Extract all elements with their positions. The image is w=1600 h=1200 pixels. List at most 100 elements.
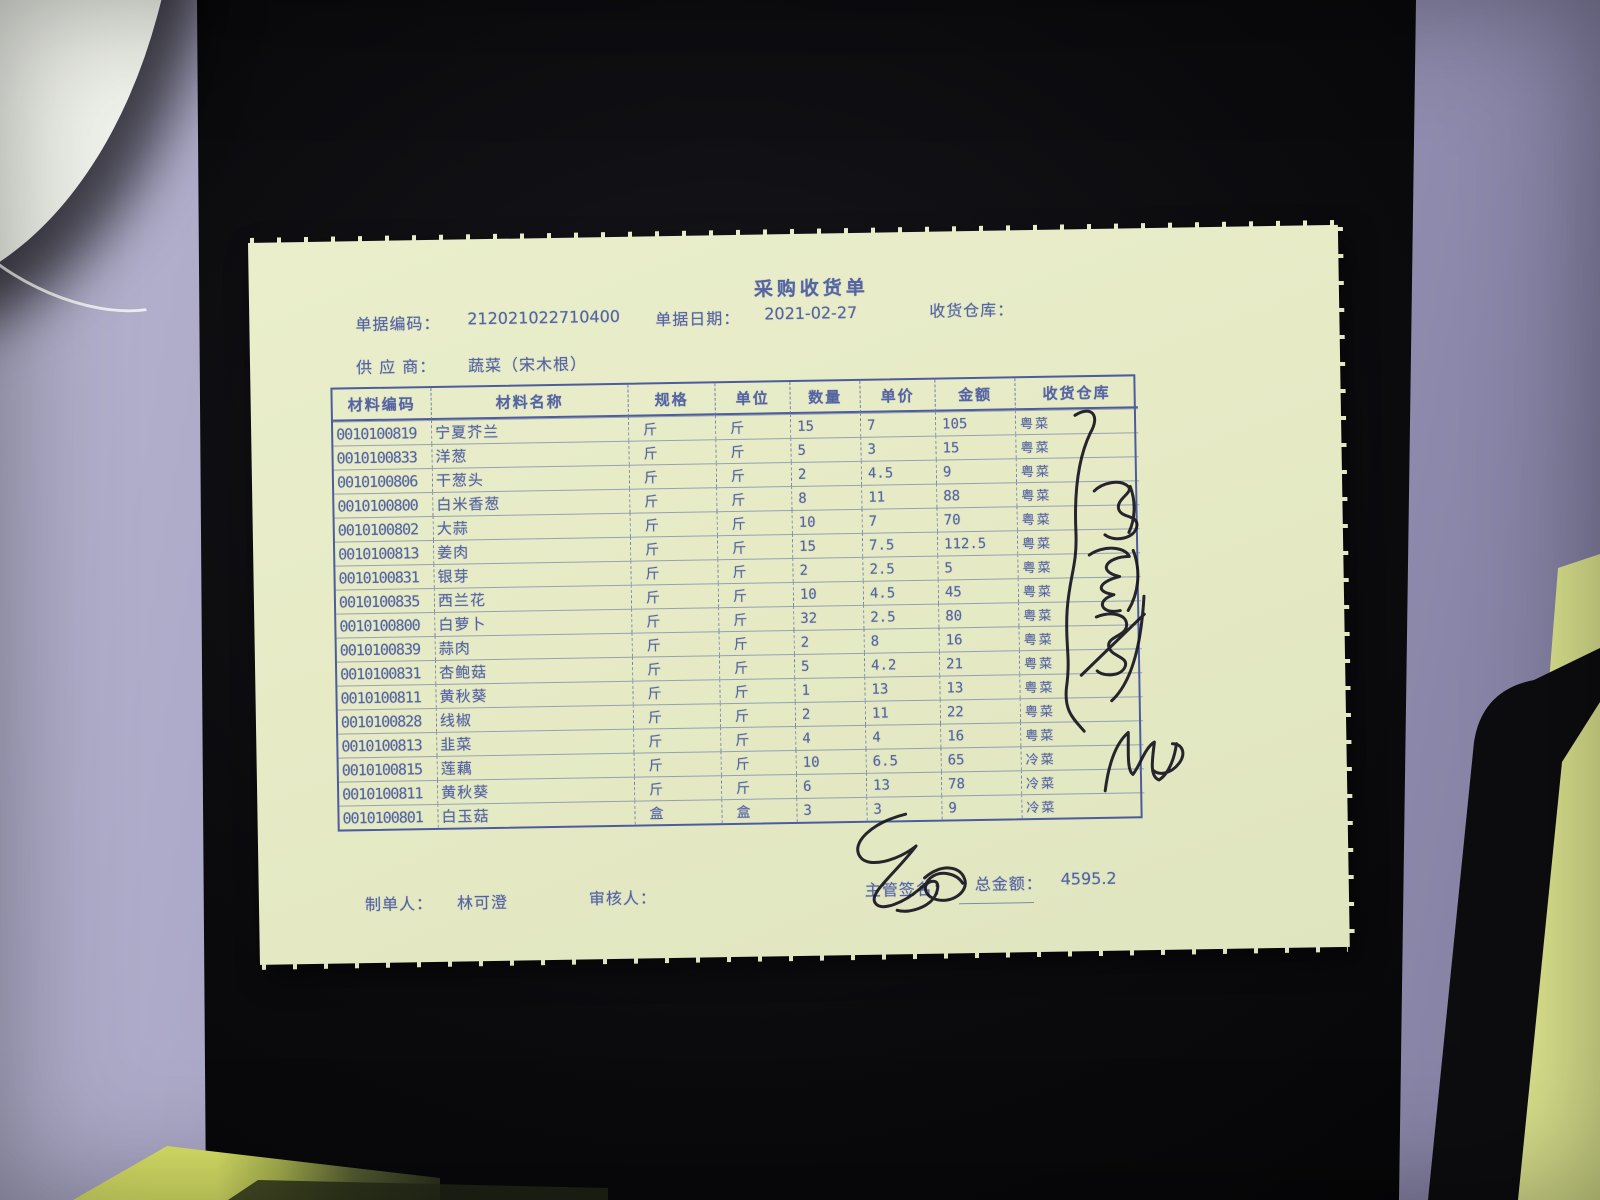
table-cell: 黄秋葵 — [436, 776, 635, 804]
table-cell: 3 — [860, 435, 936, 461]
table-cell: 2 — [794, 700, 866, 726]
col-header: 金额 — [934, 378, 1015, 412]
table-cell: 韭菜 — [436, 728, 634, 756]
table-cell: 粤菜 — [1017, 552, 1141, 579]
table-cell: 粤菜 — [1016, 480, 1140, 507]
auditor-label: 审核人： — [588, 888, 658, 909]
table-cell: 白玉菇 — [437, 800, 635, 828]
table-cell: 11 — [864, 699, 941, 725]
table-cell: 斤 — [720, 725, 796, 752]
table-cell: 4.5 — [860, 459, 937, 485]
receipt-paper: 采购收货单 单据编码： 212021022710400 单据日期： 2021-0… — [248, 224, 1350, 970]
table-cell: 斤 — [627, 415, 716, 441]
table-cell: 斤 — [630, 583, 719, 609]
table-cell: 西兰花 — [433, 584, 632, 612]
table-cell: 冷菜 — [1020, 768, 1145, 795]
table-cell: 粤菜 — [1014, 408, 1139, 435]
table-cell: 88 — [936, 482, 1017, 508]
table-cell: 3 — [866, 795, 942, 821]
doc-date-value: 2021-02-27 — [764, 302, 858, 324]
table-cell: 莲藕 — [436, 752, 634, 780]
col-header: 材料名称 — [430, 384, 628, 420]
table-cell: 斤 — [631, 631, 719, 657]
col-header: 收货仓库 — [1014, 376, 1138, 411]
table-cell: 0010100833 — [333, 443, 432, 470]
table-cell: 7.5 — [861, 531, 938, 557]
table-cell: 5 — [793, 652, 865, 679]
table-cell: 80 — [938, 602, 1019, 628]
table-cell: 8 — [863, 627, 939, 653]
table-cell: 112.5 — [936, 530, 1018, 556]
table-cell: 斤 — [715, 438, 791, 464]
table-cell: 10 — [795, 748, 866, 774]
table-cell: 22 — [939, 698, 1021, 724]
table-cell: 0010100813 — [338, 731, 437, 758]
table-cell: 姜肉 — [432, 536, 631, 564]
table-cell: 盒 — [721, 797, 797, 824]
table-cell: 大蒜 — [432, 512, 630, 540]
table-cell: 白米香葱 — [432, 488, 630, 516]
table-cell: 斤 — [716, 534, 793, 560]
doc-date-label: 单据日期： — [655, 308, 741, 330]
table-cell: 21 — [938, 650, 1020, 676]
table-cell: 9 — [935, 458, 1017, 484]
table-cell: 斤 — [629, 487, 717, 513]
table-cell: 0010100800 — [334, 491, 433, 518]
table-cell: 斤 — [633, 751, 721, 777]
col-header: 材料编码 — [332, 387, 431, 422]
table-cell: 2 — [792, 556, 863, 583]
table-cell: 0010100811 — [337, 683, 436, 710]
table-cell: 45 — [937, 578, 1019, 604]
table-cell: 斤 — [628, 439, 716, 465]
table-cell: 斤 — [631, 655, 720, 681]
table-cell: 斤 — [714, 414, 791, 440]
table-cell: 斤 — [629, 511, 717, 537]
table-cell: 9 — [941, 794, 1022, 820]
doc-no-value: 212021022710400 — [467, 306, 621, 329]
table-cell: 4.5 — [862, 579, 939, 605]
doc-no-label: 单据编码： — [355, 313, 441, 335]
table-cell: 7 — [861, 507, 937, 533]
table-cell: 粤菜 — [1020, 720, 1144, 747]
table-cell: 5 — [937, 554, 1018, 580]
col-header: 数量 — [789, 380, 860, 415]
table-cell: 斤 — [719, 701, 796, 728]
table-cell: 13 — [865, 771, 942, 797]
table-cell: 粤菜 — [1016, 504, 1140, 531]
table-cell: 0010100813 — [334, 539, 434, 566]
table-cell: 32 — [793, 604, 864, 631]
col-header: 单位 — [714, 382, 790, 416]
table-cell: 3 — [796, 796, 867, 822]
table-cell: 4.2 — [863, 651, 940, 677]
table-cell: 65 — [940, 746, 1021, 772]
table-cell: 5 — [790, 436, 861, 463]
table-cell: 2 — [793, 628, 864, 655]
table-cell: 洋葱 — [431, 440, 629, 468]
table-cell: 8 — [791, 484, 862, 511]
table-cell: 6.5 — [865, 747, 941, 773]
table-cell: 粤菜 — [1018, 600, 1142, 627]
table-cell: 斤 — [718, 654, 795, 680]
table-cell: 斤 — [628, 463, 717, 489]
table-cell: 0010100835 — [335, 587, 435, 614]
table-cell: 10 — [792, 580, 864, 607]
table-cell: 干葱头 — [431, 464, 630, 492]
table-cell: 10 — [791, 508, 862, 535]
table-cell: 粤菜 — [1017, 576, 1142, 603]
table-cell: 白萝卜 — [434, 608, 632, 636]
table-cell: 70 — [936, 506, 1017, 532]
table-cell: 0010100802 — [334, 515, 433, 542]
col-header: 规格 — [627, 383, 715, 417]
signature-underline — [959, 902, 1035, 905]
table-cell: 斤 — [720, 749, 796, 776]
total-label: 总金额： — [974, 873, 1043, 895]
table-cell: 0010100819 — [332, 419, 432, 446]
table-cell: 盒 — [634, 799, 722, 825]
manager-sign-label: 主管签名： — [864, 879, 950, 900]
table-cell: 杏鲍菇 — [434, 656, 633, 684]
items-table: 材料编码 材料名称 规格 单位 数量 单价 金额 收货仓库 0010100819 宁夏芥兰斤斤 15… — [330, 374, 1145, 832]
table-cell: 斤 — [718, 606, 794, 632]
table-cell: 15 — [935, 434, 1016, 460]
table-cell: 线椒 — [435, 704, 634, 732]
